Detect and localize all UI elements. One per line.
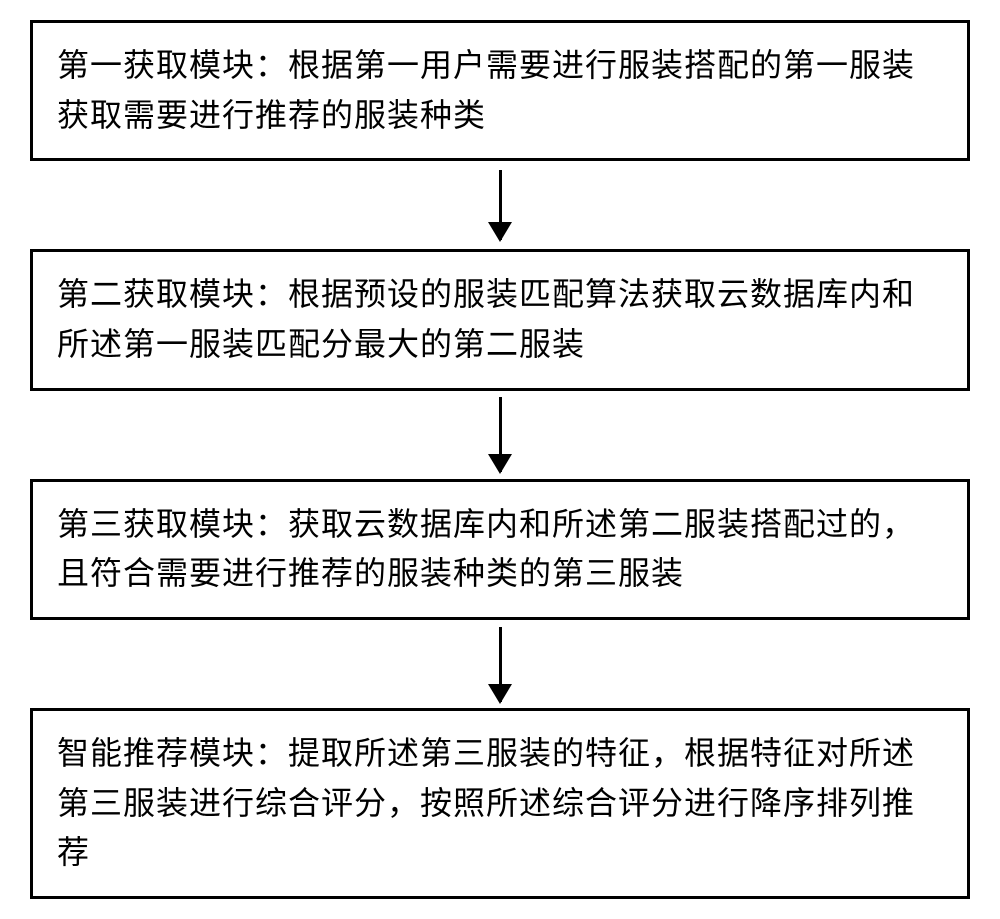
arrow-container-3 [499,620,502,708]
arrow-3 [499,627,502,702]
flow-box-4-text: 智能推荐模块：提取所述第三服装的特征，根据特征对所述第三服装进行综合评分，按照所… [57,729,943,878]
flow-box-2-text: 第二获取模块：根据预设的服装匹配算法获取云数据库内和所述第一服装匹配分最大的第二… [57,270,943,369]
arrow-container-2 [499,391,502,479]
flow-box-1-text: 第一获取模块：根据第一用户需要进行服装搭配的第一服装获取需要进行推荐的服装种类 [57,41,943,140]
flow-box-1: 第一获取模块：根据第一用户需要进行服装搭配的第一服装获取需要进行推荐的服装种类 [30,20,970,161]
flow-box-2: 第二获取模块：根据预设的服装匹配算法获取云数据库内和所述第一服装匹配分最大的第二… [30,249,970,390]
arrow-1 [499,170,502,240]
flow-box-3: 第三获取模块：获取云数据库内和所述第二服装搭配过的，且符合需要进行推荐的服装种类… [30,479,970,620]
flow-box-4: 智能推荐模块：提取所述第三服装的特征，根据特征对所述第三服装进行综合评分，按照所… [30,708,970,899]
flow-box-3-text: 第三获取模块：获取云数据库内和所述第二服装搭配过的，且符合需要进行推荐的服装种类… [57,500,943,599]
arrow-container-1 [499,161,502,249]
arrow-2 [499,397,502,472]
